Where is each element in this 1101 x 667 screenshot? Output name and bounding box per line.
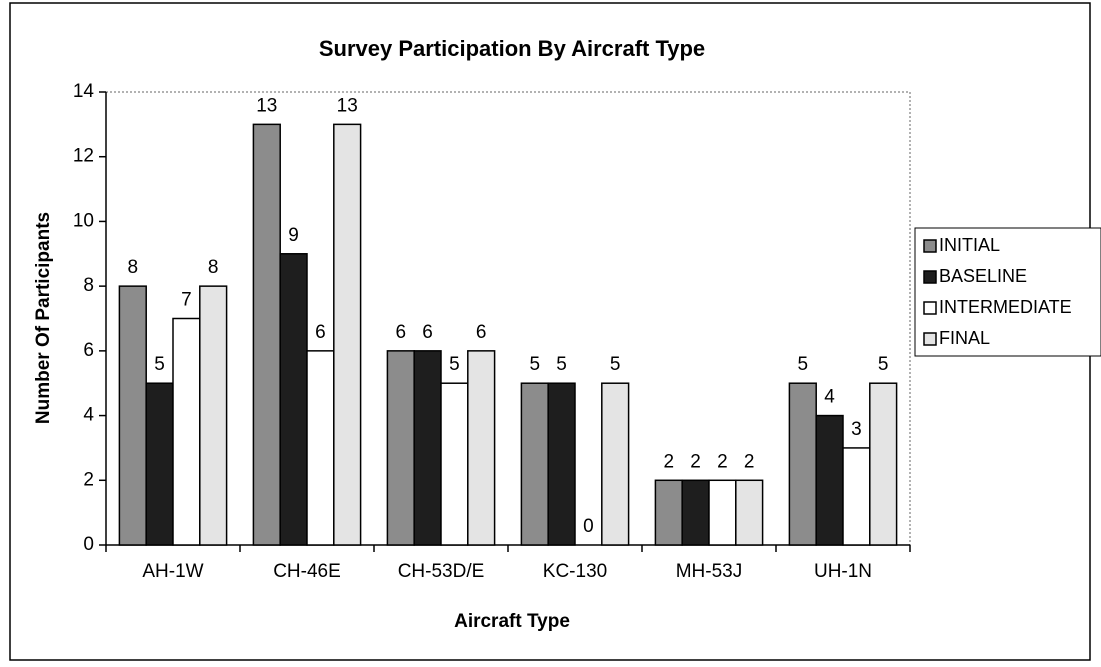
data-label: 5 <box>556 354 567 375</box>
data-label: 4 <box>824 387 835 408</box>
data-label: 7 <box>181 290 192 311</box>
data-label: 2 <box>690 451 701 472</box>
data-label: 3 <box>851 419 862 440</box>
bar <box>601 382 630 546</box>
legend-label: INTERMEDIATE <box>939 297 1072 317</box>
legend-swatch <box>923 332 937 346</box>
bar <box>681 479 710 546</box>
data-label: 5 <box>154 354 165 375</box>
data-label: 6 <box>396 322 407 343</box>
y-tick-label: 12 <box>73 146 94 167</box>
data-label: 2 <box>717 451 728 472</box>
bar <box>118 285 147 546</box>
y-axis-title: Number Of Participants <box>33 212 54 424</box>
data-label: 5 <box>449 354 460 375</box>
data-label: 9 <box>288 225 299 246</box>
bar <box>467 350 496 546</box>
bar <box>788 382 817 546</box>
legend-swatch <box>923 270 937 284</box>
x-tick-label: KC-130 <box>543 561 607 582</box>
y-tick-label: 2 <box>83 469 94 490</box>
chart-title: Survey Participation By Aircraft Type <box>319 36 705 61</box>
data-label: 5 <box>530 354 541 375</box>
data-label: 8 <box>208 257 219 278</box>
legend-label: FINAL <box>939 328 990 348</box>
x-tick-label: CH-46E <box>273 561 341 582</box>
legend-swatch <box>923 301 937 315</box>
bar <box>386 350 415 546</box>
legend-label: BASELINE <box>939 266 1027 286</box>
bar <box>306 350 335 546</box>
bar <box>708 479 737 546</box>
bar <box>869 382 898 546</box>
x-axis-title: Aircraft Type <box>454 611 570 632</box>
data-label: 8 <box>128 257 139 278</box>
data-label: 5 <box>878 354 889 375</box>
bar <box>145 382 174 546</box>
x-tick-label: CH-53D/E <box>398 561 485 582</box>
y-tick-label: 6 <box>83 340 94 361</box>
bar <box>413 350 442 546</box>
bar <box>333 123 362 546</box>
data-label: 2 <box>664 451 675 472</box>
data-label: 5 <box>610 354 621 375</box>
bar <box>520 382 549 546</box>
legend-swatch <box>923 239 937 253</box>
bar <box>815 414 844 546</box>
x-tick-label: UH-1N <box>814 561 872 582</box>
bar <box>252 123 281 546</box>
data-label: 6 <box>422 322 433 343</box>
data-label: 6 <box>315 322 326 343</box>
bar <box>199 285 228 546</box>
bar <box>440 382 469 546</box>
data-label: 0 <box>583 516 594 537</box>
data-label: 13 <box>256 95 277 116</box>
bar <box>547 382 576 546</box>
y-tick-label: 8 <box>83 275 94 296</box>
bar <box>654 479 683 546</box>
data-label: 5 <box>798 354 809 375</box>
data-label: 2 <box>744 451 755 472</box>
legend-box <box>914 227 1101 357</box>
x-tick-label: AH-1W <box>142 561 203 582</box>
data-label: 13 <box>337 95 358 116</box>
y-tick-label: 10 <box>73 210 94 231</box>
y-tick-label: 14 <box>73 81 95 102</box>
y-tick-label: 4 <box>83 405 94 426</box>
data-label: 6 <box>476 322 487 343</box>
bar <box>735 479 764 546</box>
bar <box>172 317 201 546</box>
y-tick-label: 0 <box>83 534 94 555</box>
bar <box>279 253 308 546</box>
x-tick-label: MH-53J <box>676 561 743 582</box>
bar <box>842 447 871 546</box>
legend-label: INITIAL <box>939 235 1000 255</box>
